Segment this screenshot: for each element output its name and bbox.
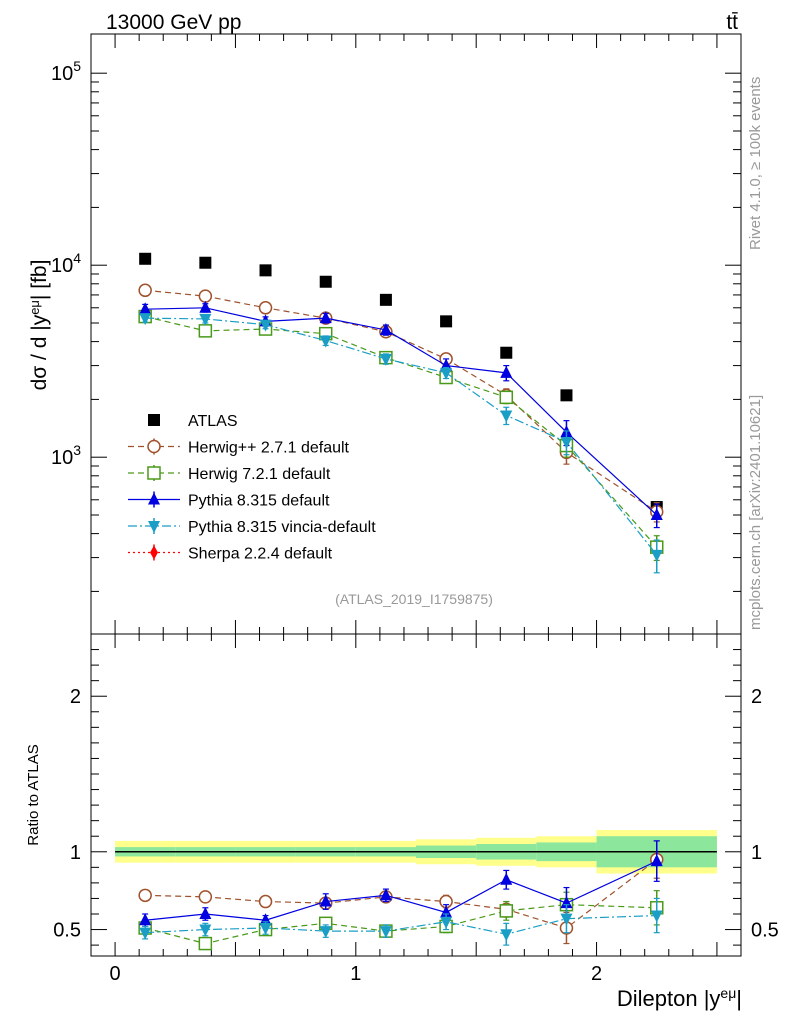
y-tick-label: 103 [51, 442, 81, 469]
pythia-line [145, 307, 658, 516]
legend-entry-vincia: Pythia 8.315 vincia-default [128, 518, 376, 536]
vincia-ratio-point [319, 926, 332, 939]
legend-entry-sherpa: Sherpa 2.2.4 default [128, 544, 333, 563]
legend-label-sherpa: Sherpa 2.2.4 default [188, 546, 333, 563]
pythia-point [500, 365, 513, 378]
pythia-ratio-point [500, 872, 513, 885]
analysis-label: (ATLAS_2019_I1759875) [335, 591, 493, 607]
vincia-point [319, 335, 332, 348]
legend-label-atlas: ATLAS [188, 413, 238, 430]
series-pythia [139, 300, 663, 928]
atlas-point [259, 264, 272, 277]
legend-label-pythia: Pythia 8.315 default [188, 493, 330, 510]
y-tick-label: 104 [51, 250, 81, 277]
pythia-point [319, 311, 332, 324]
pythia-point [379, 322, 392, 335]
atlas-point [560, 389, 573, 402]
ratio-tick-label-left: 1 [70, 842, 81, 864]
vincia-ratio-line [145, 914, 657, 935]
vincia-ratio-point [560, 913, 573, 926]
ratio-frame [90, 633, 742, 957]
legend-entry-pythia: Pythia 8.315 default [128, 491, 330, 510]
herwig--point [198, 289, 213, 303]
herwig--point [258, 301, 273, 315]
y-tick-label: 105 [51, 58, 81, 85]
pythia-point [199, 300, 212, 313]
main-frame [90, 33, 742, 635]
x-axis-label: Dilepton |yeμ| [617, 985, 742, 1011]
x-tick-label: 1 [350, 963, 361, 985]
herwig7-ratio-point [198, 936, 213, 951]
vincia-point [259, 319, 272, 332]
pythia-ratio-point [379, 888, 392, 901]
herwig7-line [145, 315, 658, 548]
ratio-tick-label-left: 0.5 [53, 920, 81, 942]
energy-label: 13000 GeV pp [106, 11, 241, 34]
legend-marker-herwig7 [147, 466, 161, 480]
herwig--ratio-line [145, 859, 658, 929]
legend-marker-herwig- [147, 439, 161, 454]
x-tick-label: 0 [110, 963, 121, 985]
legend-entry-atlas: ATLAS [148, 413, 238, 430]
vincia-point [560, 436, 573, 449]
pythia-ratio-point [139, 913, 152, 926]
legend-entry-herwig7: Herwig 7.2.1 default [128, 465, 331, 483]
pythia-ratio-line [145, 860, 657, 921]
ratio-tick-label-left: 2 [70, 686, 81, 708]
pythia-ratio-point [319, 894, 332, 907]
ratio-axis-label: Ratio to ATLAS [25, 744, 42, 845]
legend-marker-sherpa [150, 545, 158, 560]
atlas-point [199, 256, 212, 269]
herwig--ratio-point [258, 894, 273, 909]
series-vincia [139, 313, 663, 946]
atlas-point [440, 315, 453, 328]
atlas-point [139, 252, 152, 265]
vincia-point [199, 313, 212, 326]
vincia-ratio-point [440, 916, 453, 929]
pythia-point [139, 302, 152, 315]
herwig7-ratio-point [499, 904, 514, 918]
herwig7-point [198, 324, 213, 338]
vincia-ratio-point [199, 924, 212, 937]
mcplots-label: mcplots.cern.ch [arXiv:2401.10621] [747, 395, 764, 630]
vincia-point [650, 549, 663, 562]
herwig--ratio-point [138, 888, 152, 903]
vincia-ratio-point [139, 927, 152, 940]
y-axis-label: dσ / d |yeμ| [fb] [27, 260, 52, 391]
x-tick-label: 2 [591, 963, 602, 985]
legend-label-herwig7: Herwig 7.2.1 default [188, 466, 331, 483]
herwig7-ratio-line [145, 904, 657, 945]
legend-marker-pythia [148, 492, 160, 505]
series-atlas [139, 252, 663, 514]
pythia-point [650, 507, 663, 520]
herwig--ratio-point [198, 890, 213, 904]
pythia-ratio-point [650, 854, 663, 867]
process-label: tt̄ [726, 11, 738, 34]
atlas-point [319, 275, 332, 288]
herwig7-point [499, 390, 514, 405]
ratio-tick-label-right: 0.5 [751, 920, 779, 942]
ratio-tick-label-right: 1 [751, 842, 762, 864]
legend-label-vincia: Pythia 8.315 vincia-default [188, 519, 376, 536]
rivet-label: Rivet 4.1.0, ≥ 100k events [747, 77, 764, 250]
vincia-ratio-point [500, 929, 513, 942]
vincia-point [139, 313, 152, 326]
atlas-point [500, 346, 513, 359]
herwig--point [138, 283, 152, 298]
vincia-point [440, 367, 453, 380]
vincia-point [500, 410, 513, 423]
vincia-point [379, 353, 392, 366]
atlas-point [379, 293, 392, 306]
vincia-ratio-point [650, 910, 663, 923]
legend-marker-vincia [148, 521, 160, 533]
vincia-ratio-point [379, 926, 392, 939]
ratio-tick-label-right: 2 [751, 686, 762, 708]
legend-label-herwig-: Herwig++ 2.7.1 default [188, 440, 350, 457]
vincia-ratio-point [259, 923, 272, 935]
legend-marker-atlas [148, 414, 160, 426]
legend-entry-herwig-: Herwig++ 2.7.1 default [128, 438, 350, 457]
pythia-ratio-point [199, 907, 212, 919]
